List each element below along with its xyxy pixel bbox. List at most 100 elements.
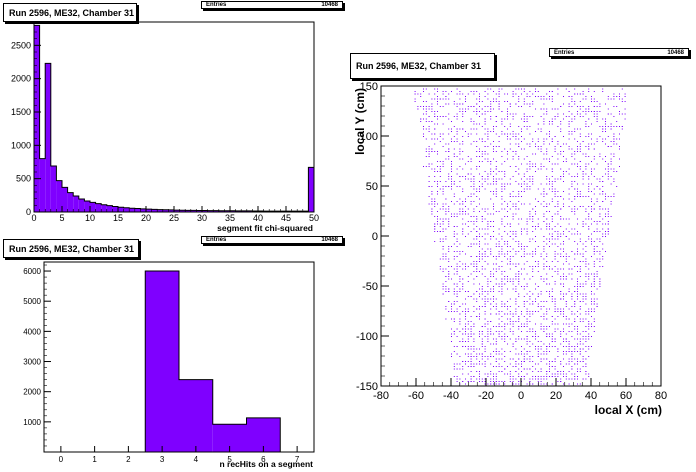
xy-point [465,96,466,97]
xy-point [462,233,464,235]
xy-point [451,161,452,162]
xy-point [613,168,615,170]
xy-point [509,376,511,377]
xy-point [465,331,466,332]
xy-point [549,343,550,345]
xy-point [509,143,511,145]
xy-point [602,88,604,90]
xy-point [515,166,517,167]
xy-point [462,141,464,142]
xy-point [557,261,559,262]
xy-point [599,136,601,137]
xy-point [613,141,615,142]
xy-point [588,336,590,337]
xy-point [588,186,590,187]
xy-point [563,296,564,297]
xy-point [487,176,489,177]
xy-point [453,101,455,102]
xy-point [484,133,486,135]
xy-point [481,218,483,220]
xy-point [512,231,514,232]
xy-point [493,338,494,340]
nhits-xtick-label: 7 [295,455,300,464]
xy-point [599,286,601,287]
xy-point [420,93,422,95]
xy-point [487,301,489,302]
xy-point [509,371,511,372]
xy-point [448,258,450,260]
xy-point [484,106,486,107]
xy-point [515,303,517,305]
xy-point [593,283,595,285]
xy-point [535,338,536,340]
xy-point [568,198,570,200]
xy-point [543,353,545,355]
xy-point [585,318,587,320]
xy-point [551,291,553,292]
xy-point [434,171,436,172]
xy-point [434,223,436,225]
xy-point [585,311,587,312]
xy-point [549,133,550,135]
xy-point [549,376,550,377]
xy-point [498,243,500,245]
xy-point [546,243,548,245]
xy-point [476,216,478,217]
xy-point [546,203,548,205]
xy-point [554,193,556,195]
xy-point [493,191,494,192]
xy-point [509,261,511,262]
xy-point [493,276,494,277]
xy-point [579,93,581,95]
xy-point [565,143,567,145]
xy-point [554,373,556,375]
xy-point [599,216,601,217]
xy-point [470,128,472,130]
xy-point [509,381,511,382]
xy-point [493,263,494,265]
xy-point [582,116,584,117]
xy-point [490,371,492,372]
xy-point [501,336,503,337]
xy-point [442,271,444,272]
xy-point [621,88,623,90]
xy-point [515,308,517,310]
xy-point [563,136,564,137]
xy-point [512,233,514,235]
xy-point [554,346,556,347]
xy-point [501,321,503,322]
xy-point [439,241,441,242]
xy-point [577,363,578,365]
xy-point [476,168,478,170]
xy-point [568,383,570,385]
xy-point [451,183,452,185]
xy-point [535,88,536,90]
xy-point [621,98,623,100]
xy-point [551,296,553,297]
xy-point [605,216,606,217]
xy-point [526,246,528,247]
xy-point [582,321,584,322]
xy-point [456,201,458,202]
xy-point [423,88,424,90]
xy-point [540,378,542,380]
xy-point [582,338,584,340]
xy-point [607,221,609,222]
xy-point [473,141,475,142]
xy-point [560,196,562,197]
xy-point [549,346,550,347]
xy-point [509,298,511,300]
xy-point [453,256,455,257]
xy-point [476,103,478,105]
xy-xlabel: local X (cm) [595,403,662,417]
xy-point [484,261,486,262]
xy-point [467,226,469,227]
chi2-xtick-label: 35 [225,213,235,223]
xy-point [445,186,447,187]
chi2-xtick-label: 50 [309,213,319,223]
xy-point [467,338,469,340]
xy-point [459,288,461,290]
xy-point [484,243,486,245]
xy-point [479,161,480,162]
